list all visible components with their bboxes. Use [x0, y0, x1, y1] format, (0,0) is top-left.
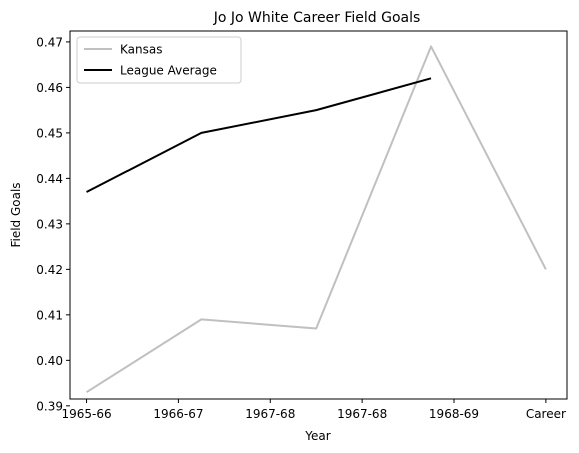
- y-tick-label: 0.47: [36, 35, 63, 49]
- y-tick-label: 0.43: [36, 217, 63, 231]
- y-tick-label: 0.41: [36, 308, 63, 322]
- x-tick-label: Career: [526, 407, 566, 421]
- x-tick-label: 1967-68: [337, 407, 387, 421]
- x-axis-ticks: 1965-66 1966-67 1967-68 1967-68 1968-69 Caree…: [61, 399, 566, 421]
- x-tick-label: 1965-66: [61, 407, 111, 421]
- plot-lines: [86, 45, 547, 394]
- x-tick-label: 1966-67: [153, 407, 203, 421]
- series-line-kansas: [86, 45, 547, 394]
- y-tick-label: 0.42: [36, 263, 63, 277]
- y-tick-label: 0.39: [36, 399, 63, 413]
- y-axis-label: Field Goals: [9, 182, 23, 247]
- chart-title: Jo Jo White Career Field Goals: [213, 10, 421, 26]
- plot-frame: [69, 30, 568, 400]
- y-tick-label: 0.44: [36, 172, 63, 186]
- x-axis-label: Year: [304, 429, 330, 443]
- legend-label-league-average: League Average: [120, 64, 217, 78]
- y-tick-label: 0.40: [36, 354, 63, 368]
- x-tick-label: 1968-69: [429, 407, 479, 421]
- series-line-league-average: [86, 77, 432, 193]
- y-tick-label: 0.46: [36, 81, 63, 95]
- y-tick-label: 0.45: [36, 126, 63, 140]
- x-tick-label: 1967-68: [245, 407, 295, 421]
- y-axis-ticks: 0.39 0.40 0.41 0.42 0.43 0.44 0.45 0.46 0.47: [36, 35, 70, 413]
- legend-box: [76, 36, 242, 84]
- legend: Kansas League Average: [76, 36, 242, 84]
- legend-label-kansas: Kansas: [120, 43, 162, 57]
